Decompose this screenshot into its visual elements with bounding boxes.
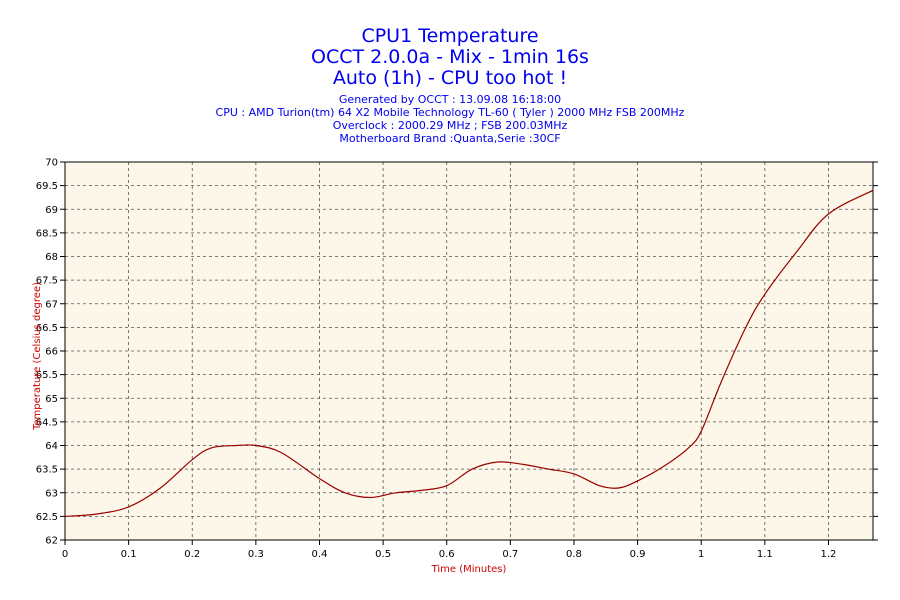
x-tick-label: 0.4	[312, 549, 328, 560]
temperature-series-line	[64, 189, 874, 517]
chart-header: CPU1 Temperature OCCT 2.0.0a - Mix - 1mi…	[0, 25, 900, 146]
y-tick-label: 62.5	[36, 512, 58, 523]
x-tick-label: 0.9	[630, 549, 646, 560]
y-tick-label: 68.5	[36, 228, 58, 239]
x-axis-title: Time (Minutes)	[431, 564, 507, 575]
cpu-info: CPU : AMD Turion(tm) 64 X2 Mobile Techno…	[215, 106, 685, 119]
grid-lines	[64, 161, 873, 541]
x-tick-label: 0.8	[566, 549, 582, 560]
x-tick-label: 0.2	[184, 549, 200, 560]
axes	[60, 161, 878, 545]
x-tick-label: 0.1	[121, 549, 137, 560]
y-tick-label: 69	[45, 205, 58, 216]
y-tick-label: 65	[45, 394, 58, 405]
chart-subtitle-status: Auto (1h) - CPU too hot !	[332, 67, 568, 89]
y-tick-label: 63	[45, 488, 58, 499]
y-tick-label: 70	[45, 158, 58, 169]
y-tick-label: 64	[45, 441, 58, 452]
plot-frame	[64, 161, 874, 541]
series-group	[64, 189, 874, 517]
y-tick-label: 62	[45, 536, 58, 547]
generated-info: Generated by OCCT : 13.09.08 16:18:00	[338, 93, 562, 106]
y-tick-label: 66	[45, 347, 58, 358]
x-tick-label: 0.6	[439, 549, 455, 560]
y-tick-label: 63.5	[36, 465, 58, 476]
y-tick-label: 67.5	[36, 276, 58, 287]
x-tick-label: 1.2	[821, 549, 837, 560]
x-tick-label: 1.1	[757, 549, 773, 560]
tick-labels: 62 62.5 63 63.5 64 64.5 65 65.5 66 66.5 67 67.5 68 68…	[36, 158, 837, 561]
y-tick-label: 68	[45, 252, 58, 263]
chart-title: CPU1 Temperature	[361, 25, 539, 47]
x-tick-label: 0.5	[375, 549, 391, 560]
y-tick-label: 65.5	[36, 370, 58, 381]
x-tick-label: 1	[698, 549, 704, 560]
x-tick-label: 0.7	[502, 549, 518, 560]
overclock-info: Overclock : 2000.29 MHz ; FSB 200.03MHz	[332, 119, 568, 132]
x-tick-label: 0.3	[248, 549, 264, 560]
x-tick-label: 0	[62, 549, 68, 560]
y-tick-label: 67	[45, 299, 58, 310]
y-tick-label: 64.5	[36, 417, 58, 428]
motherboard-info: Motherboard Brand :Quanta,Serie :30CF	[339, 132, 561, 145]
y-axis-title: Temperature (Celsius degree)	[32, 282, 43, 431]
chart-subtitle-test: OCCT 2.0.0a - Mix - 1min 16s	[311, 46, 589, 68]
y-tick-label: 66.5	[36, 323, 58, 334]
y-tick-label: 69.5	[36, 181, 58, 192]
